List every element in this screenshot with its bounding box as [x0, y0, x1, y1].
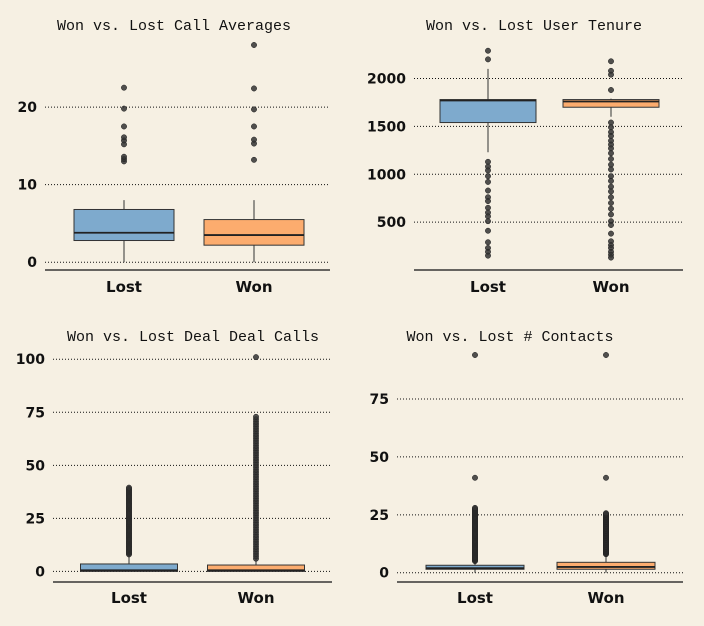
outlier-point	[121, 153, 127, 160]
outlier-point	[608, 254, 614, 261]
box-iqr	[439, 99, 537, 124]
chart-panel-1: Won vs. Lost Call Averages 0 10 20 Lost Won	[18, 18, 330, 296]
y-tick-label: 50	[26, 458, 46, 474]
outlier-point	[472, 474, 478, 481]
outlier-point	[121, 105, 127, 112]
outlier-point	[608, 211, 614, 218]
outlier-point	[485, 173, 491, 180]
outlier-point	[608, 166, 614, 173]
outlier-point	[253, 354, 259, 361]
box-lost	[439, 47, 537, 259]
x-tick-label: Won	[588, 589, 625, 607]
y-tick-label: 25	[370, 508, 389, 524]
chart-title: Won vs. Lost Call Averages	[57, 18, 291, 35]
y-tick-label: 20	[18, 100, 38, 116]
box-won	[207, 354, 305, 572]
outlier-point	[472, 504, 478, 511]
outlier-point	[485, 56, 491, 63]
outlier-point	[608, 194, 614, 201]
box-iqr	[203, 219, 305, 246]
outlier-point	[126, 484, 132, 491]
y-tick-label: 1000	[367, 167, 406, 183]
x-tick-label: Won	[593, 278, 630, 296]
outlier-point	[251, 106, 257, 113]
outlier-point	[485, 178, 491, 185]
y-tick-label: 100	[16, 352, 45, 368]
chart-panel-2: Won vs. Lost User Tenure 500 1000 1500 2000 L…	[367, 18, 683, 296]
box-won	[556, 352, 656, 573]
outlier-point	[485, 252, 491, 259]
x-tick-label: Lost	[470, 278, 506, 296]
outlier-point	[608, 230, 614, 237]
x-tick-label: Won	[238, 589, 275, 607]
outlier-point	[603, 352, 609, 358]
chart-panel-4: Won vs. Lost # Contacts 0 25 50 75 Lost Won	[370, 329, 683, 607]
y-tick-label: 50	[370, 450, 390, 466]
outlier-point	[472, 352, 478, 358]
y-tick-label: 75	[26, 405, 45, 421]
box-won	[562, 58, 660, 261]
outlier-point	[253, 413, 259, 420]
y-tick-label: 25	[26, 511, 45, 527]
outlier-point	[251, 85, 257, 92]
box-lost	[73, 84, 175, 263]
y-tick-label: 0	[379, 566, 389, 582]
x-tick-label: Lost	[106, 278, 142, 296]
chart-panel-3: Won vs. Lost Deal Deal Calls 0 25 50 75 100 Lo…	[16, 329, 332, 607]
box-iqr	[73, 208, 175, 242]
x-tick-label: Lost	[111, 589, 147, 607]
outlier-point	[485, 239, 491, 246]
x-tick-label: Lost	[457, 589, 493, 607]
box-iqr	[207, 564, 305, 572]
y-tick-label: 10	[18, 178, 38, 194]
outlier-point	[251, 42, 257, 48]
outlier-point	[485, 187, 491, 194]
y-tick-label: 75	[370, 392, 389, 408]
outlier-point	[485, 47, 491, 54]
box-iqr	[556, 561, 656, 570]
outlier-point	[608, 205, 614, 212]
y-tick-label: 1500	[367, 119, 406, 135]
x-tick-label: Won	[236, 278, 273, 296]
outlier-point	[608, 178, 614, 184]
y-tick-label: 2000	[367, 72, 406, 88]
box-won	[203, 42, 305, 263]
outlier-point	[121, 84, 127, 91]
outlier-point	[608, 222, 614, 228]
outlier-point	[485, 198, 491, 205]
outlier-point	[485, 167, 491, 174]
y-tick-label: 0	[27, 255, 37, 271]
outlier-point	[485, 227, 491, 234]
chart-title: Won vs. Lost User Tenure	[426, 18, 642, 35]
outlier-point	[603, 510, 609, 517]
outlier-point	[485, 218, 491, 225]
outlier-point	[608, 87, 614, 93]
outlier-point	[608, 155, 614, 162]
y-tick-label: 0	[35, 564, 45, 580]
outlier-point	[608, 150, 614, 157]
box-iqr	[562, 99, 660, 108]
chart-title: Won vs. Lost # Contacts	[406, 329, 613, 346]
outlier-point	[608, 58, 614, 65]
outlier-point	[251, 156, 257, 163]
outlier-point	[251, 136, 257, 143]
outlier-point	[251, 123, 257, 130]
y-tick-label: 500	[377, 215, 406, 231]
box-iqr	[80, 563, 178, 572]
chart-title: Won vs. Lost Deal Deal Calls	[67, 329, 319, 346]
outlier-point	[121, 123, 127, 130]
outlier-point	[121, 134, 127, 141]
outlier-point	[608, 71, 614, 78]
outlier-point	[608, 188, 614, 195]
box-lost	[80, 484, 178, 572]
outlier-point	[603, 474, 609, 481]
box-lost	[425, 352, 525, 573]
outlier-point	[608, 200, 614, 206]
